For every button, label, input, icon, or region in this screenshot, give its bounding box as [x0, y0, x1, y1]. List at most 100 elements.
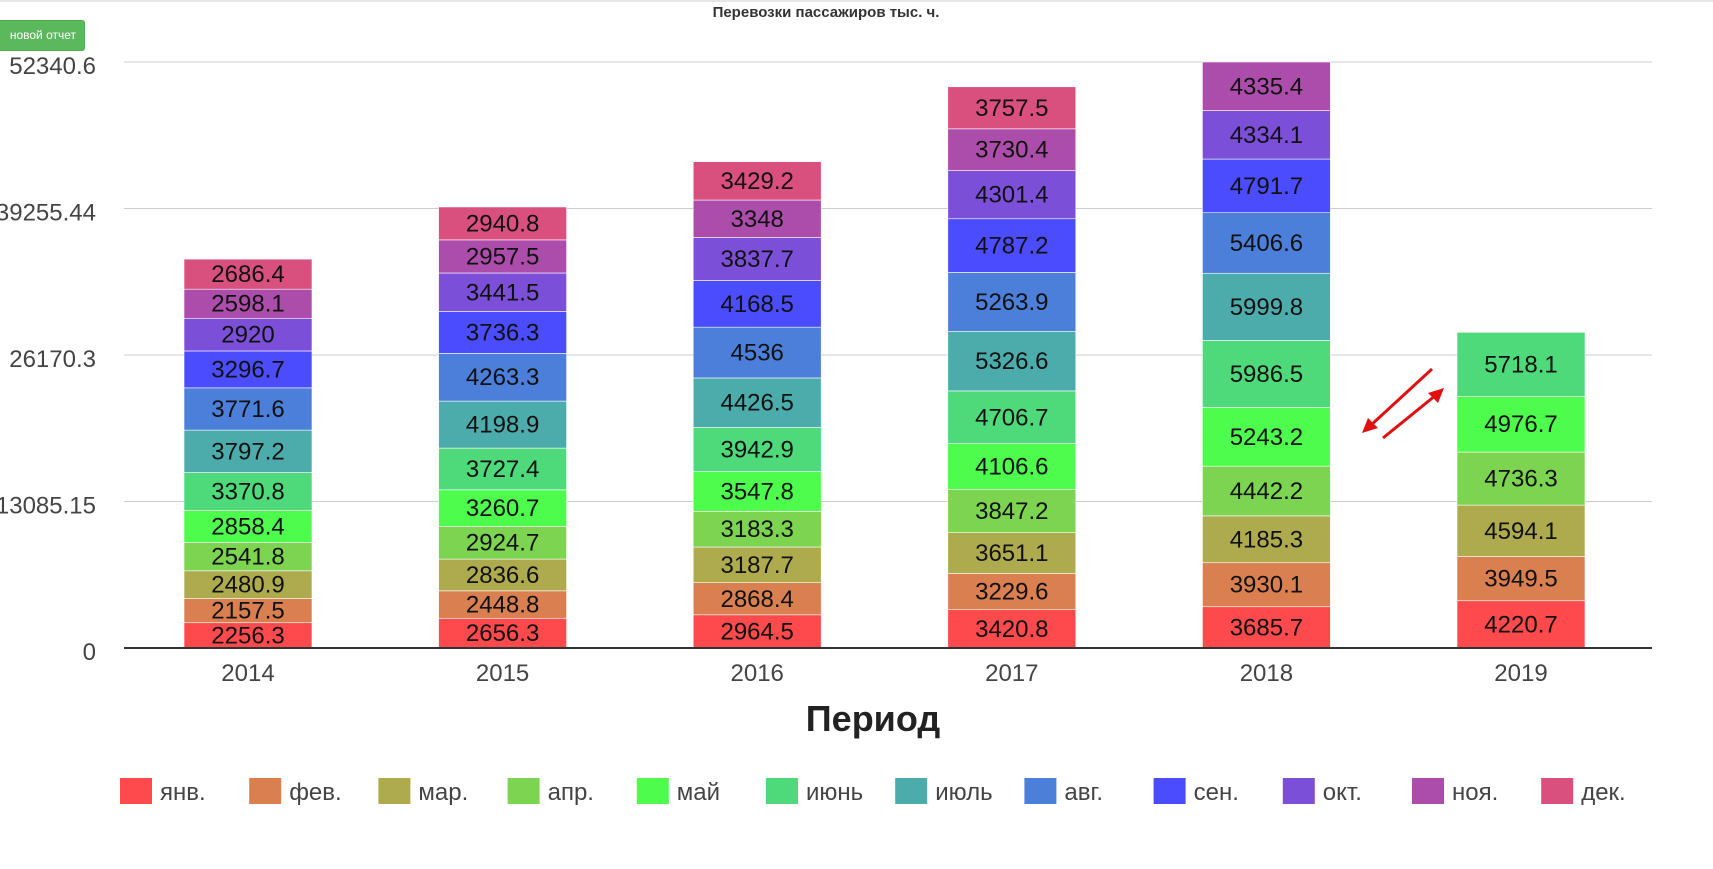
- legend-swatch: [507, 778, 540, 804]
- legend-label: мар.: [418, 779, 468, 806]
- legend-item[interactable]: дек.: [1541, 778, 1626, 806]
- y-tick-label: 0: [83, 639, 96, 666]
- legend-label: янв.: [160, 779, 206, 806]
- legend-item[interactable]: июнь: [766, 778, 863, 806]
- bar-segment: [947, 609, 1077, 649]
- bar-segment: [692, 614, 822, 649]
- data-label: 3736.3: [466, 319, 539, 346]
- legend-item[interactable]: фев.: [249, 778, 342, 806]
- bar-segment: [1456, 396, 1586, 453]
- arrow-left-head: [1362, 418, 1378, 433]
- data-label: 4335.4: [1230, 73, 1303, 100]
- bar-segment: [692, 427, 822, 472]
- bar-segment: [1202, 407, 1331, 467]
- legend-item[interactable]: июль: [895, 778, 993, 806]
- legend-label: фев.: [289, 779, 342, 806]
- bar-segment: [947, 218, 1077, 273]
- data-label: 3837.7: [720, 246, 793, 273]
- data-label: 2448.8: [466, 592, 539, 619]
- legend-swatch: [1153, 778, 1186, 804]
- data-label: 2157.5: [211, 598, 284, 625]
- bar-segment: [438, 353, 567, 402]
- legend-label: май: [677, 779, 720, 806]
- bar-segment: [1202, 562, 1331, 608]
- data-label: 3547.8: [720, 479, 793, 506]
- bar-segment: [1202, 110, 1331, 160]
- legend-swatch: [249, 778, 282, 804]
- bar-segment: [183, 387, 313, 431]
- legend-item[interactable]: май: [636, 778, 720, 806]
- legend-item[interactable]: янв.: [120, 778, 206, 806]
- bar-segment: [183, 542, 313, 572]
- data-label: 4594.1: [1484, 518, 1557, 545]
- top-divider: [0, 0, 1713, 2]
- data-label: 4736.3: [1484, 466, 1557, 493]
- legend-swatch: [1282, 778, 1315, 804]
- bar-segment: [692, 471, 822, 512]
- data-label: 3420.8: [975, 616, 1048, 643]
- data-label: 3260.7: [466, 495, 539, 522]
- bar-segment: [183, 570, 313, 599]
- new-report-button[interactable]: новой отчет: [0, 20, 85, 51]
- data-label: 5326.6: [975, 348, 1048, 375]
- bar-segment: [438, 489, 567, 527]
- x-tick-label: 2015: [476, 660, 529, 687]
- data-label: 2920: [221, 322, 274, 349]
- data-label: 3847.2: [975, 498, 1048, 525]
- bar-segment: [692, 199, 822, 238]
- bar-segment: [183, 288, 313, 319]
- y-tick-label: 13085.15: [0, 493, 96, 520]
- bar-segment: [438, 206, 567, 241]
- data-label: 3942.9: [720, 437, 793, 464]
- bar-segment: [692, 280, 822, 328]
- legend-item[interactable]: ноя.: [1412, 778, 1498, 806]
- data-label: 3651.1: [975, 540, 1048, 567]
- legend-item[interactable]: авг.: [1024, 778, 1103, 806]
- data-label: 2858.4: [211, 513, 284, 540]
- y-tick-label: 39255.44: [0, 200, 96, 227]
- bar-segment: [947, 532, 1077, 574]
- data-label: 3429.2: [720, 168, 793, 195]
- data-label: 5986.5: [1230, 361, 1303, 388]
- legend-item[interactable]: апр.: [507, 778, 594, 806]
- legend-swatch: [1024, 778, 1057, 804]
- y-axis-ticks: 0 13085.15 26170.3 39255.44 52340.6: [0, 53, 96, 666]
- legend: янв. фев. мар. апр. май июнь июль авг. сен. окт. н…: [120, 778, 1626, 806]
- bar-segment: [438, 311, 567, 354]
- data-label: 3727.4: [466, 456, 539, 483]
- bar-segment: [1456, 556, 1586, 602]
- data-label: 2868.4: [720, 586, 793, 613]
- arrow-right-head: [1428, 388, 1444, 403]
- grid-lines: [124, 61, 1652, 502]
- bar-segment: [1456, 332, 1586, 397]
- legend-item[interactable]: окт.: [1282, 778, 1362, 806]
- data-label: 3757.5: [975, 95, 1048, 122]
- data-label: 3441.5: [466, 279, 539, 306]
- bar-segment: [692, 161, 822, 201]
- data-label: 3187.7: [720, 552, 793, 579]
- bar-segment: [438, 400, 567, 449]
- bar-segment: [947, 170, 1077, 220]
- data-label: 3229.6: [975, 579, 1048, 606]
- bar-segment: [438, 272, 567, 312]
- data-label: 5718.1: [1484, 351, 1557, 378]
- bar-segment: [692, 546, 822, 583]
- legend-label: дек.: [1581, 779, 1626, 806]
- data-label: 4442.2: [1230, 478, 1303, 505]
- data-label: 4426.5: [720, 390, 793, 417]
- bar-segment: [1202, 212, 1331, 274]
- legend-swatch: [120, 778, 152, 804]
- legend-label: ноя.: [1452, 779, 1498, 806]
- data-label: 3296.7: [211, 356, 284, 383]
- data-label: 2686.4: [211, 261, 284, 288]
- legend-item[interactable]: сен.: [1153, 778, 1239, 806]
- data-label: 2656.3: [466, 620, 539, 647]
- data-label: 5243.2: [1230, 424, 1303, 451]
- data-label: 2924.7: [466, 530, 539, 557]
- legend-item[interactable]: мар.: [378, 778, 468, 806]
- x-tick-label: 2014: [221, 660, 274, 687]
- bar-segment: [438, 617, 567, 649]
- data-label: 4976.7: [1484, 411, 1557, 438]
